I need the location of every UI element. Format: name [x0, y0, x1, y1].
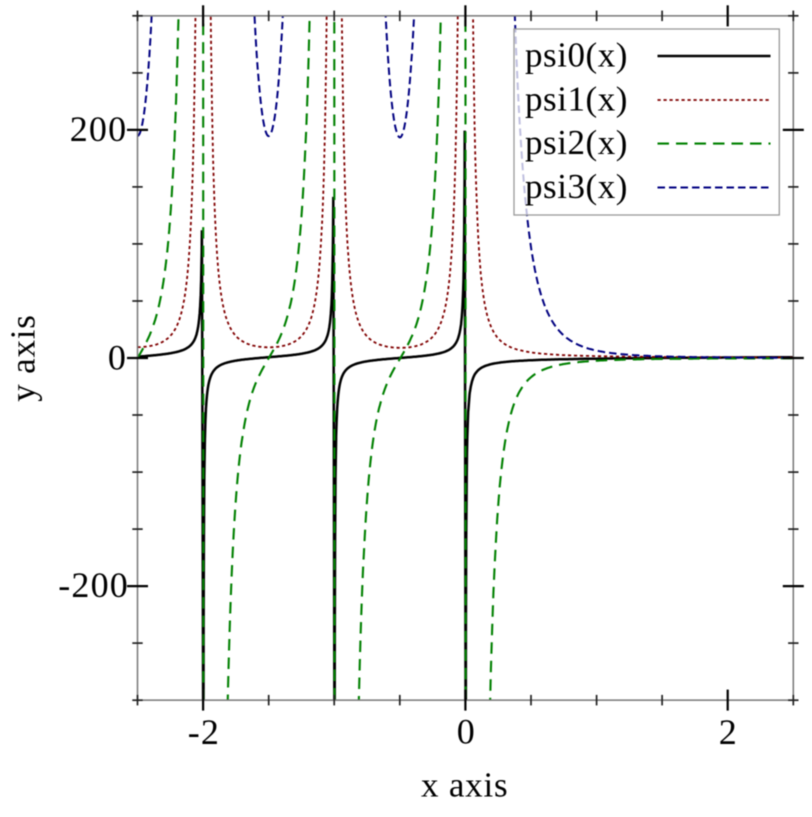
svg-text:psi2(x): psi2(x)	[525, 123, 628, 162]
svg-text:psi1(x): psi1(x)	[525, 80, 628, 119]
svg-text:-200: -200	[58, 565, 129, 605]
svg-text:200: 200	[70, 109, 128, 149]
svg-text:2: 2	[719, 712, 738, 752]
svg-text:0: 0	[108, 338, 127, 378]
svg-text:0: 0	[457, 712, 476, 752]
svg-text:-2: -2	[188, 712, 220, 752]
svg-text:psi0(x): psi0(x)	[525, 36, 628, 75]
svg-text:y axis: y axis	[4, 314, 43, 401]
svg-text:psi3(x): psi3(x)	[525, 167, 628, 206]
svg-text:x axis: x axis	[421, 766, 508, 805]
